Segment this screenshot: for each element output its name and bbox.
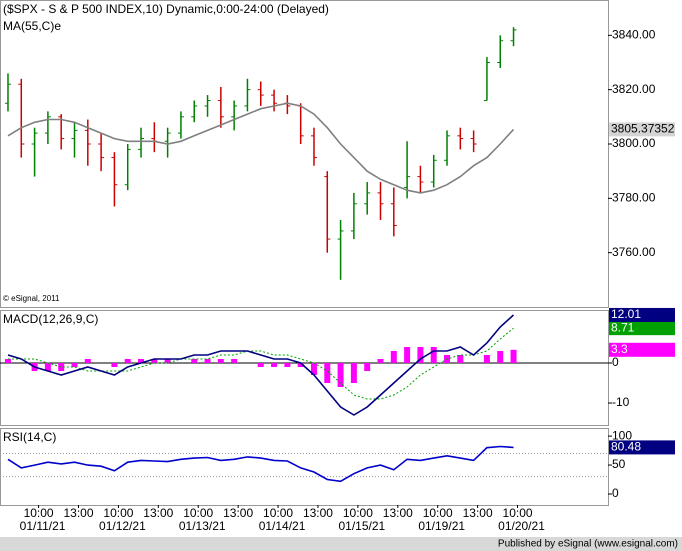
footer-bar <box>0 537 682 551</box>
histogram-bar <box>111 363 118 367</box>
date-label: 01/15/21 <box>339 519 386 533</box>
histogram-bar <box>271 363 278 367</box>
histogram-bar <box>457 355 464 363</box>
x-tick-label: 13:00 <box>463 506 493 520</box>
histogram-bar <box>390 351 397 363</box>
last-value-label: 12.01 <box>611 307 641 321</box>
histogram-bar <box>204 359 211 363</box>
histogram-bar <box>324 363 331 383</box>
histogram-bar <box>191 359 198 363</box>
panel-title: RSI(14,C) <box>3 430 56 444</box>
histogram-bar <box>497 351 504 363</box>
histogram-bar <box>151 359 158 363</box>
histogram-bar <box>124 359 131 363</box>
histogram-bar <box>350 363 357 383</box>
copyright: © eSignal, 2011 <box>3 294 60 303</box>
x-tick-label: 10:00 <box>343 506 373 520</box>
x-tick-label: 10:00 <box>423 506 453 520</box>
panel-title: ($SPX - S & P 500 INDEX,10) Dynamic,0:00… <box>3 2 329 16</box>
y-tick-label: 3800.00 <box>612 136 656 150</box>
panel-frame <box>0 428 609 506</box>
series-line <box>7 102 515 194</box>
histogram-bar <box>257 363 264 367</box>
x-tick-label: 10:00 <box>24 506 54 520</box>
histogram-bar <box>483 355 490 363</box>
last-value-label: 3.3 <box>611 342 628 356</box>
x-tick-label: 10:00 <box>103 506 133 520</box>
histogram-bar <box>297 363 304 367</box>
last-value-box <box>609 321 675 336</box>
date-label: 01/12/21 <box>99 519 146 533</box>
date-label: 01/11/21 <box>20 519 66 533</box>
histogram-bar <box>138 359 145 363</box>
histogram-bar <box>217 359 224 363</box>
panel-subtitle: MA(55,C)e <box>3 19 61 33</box>
y-tick-label: 0 <box>612 355 619 369</box>
date-label: 01/14/21 <box>259 519 306 533</box>
last-value-label: 8.71 <box>611 320 635 334</box>
x-tick-label: 13:00 <box>143 506 173 520</box>
date-label: 01/19/21 <box>418 519 465 533</box>
last-value-box <box>609 122 675 137</box>
y-tick-label: 3780.00 <box>612 190 656 204</box>
histogram-bar <box>44 363 51 371</box>
x-tick-label: 13:00 <box>223 506 253 520</box>
histogram-bar <box>71 363 78 367</box>
x-tick-label: 10:00 <box>183 506 213 520</box>
panel-frame <box>0 0 609 308</box>
histogram-bar <box>284 363 291 367</box>
y-tick-label: 0 <box>612 486 619 500</box>
histogram-bar <box>337 363 344 387</box>
y-tick-label: 50 <box>612 457 626 471</box>
histogram-bar <box>377 359 384 363</box>
series-line <box>7 445 514 483</box>
date-label: 01/20/21 <box>498 519 545 533</box>
histogram-bar <box>430 347 437 363</box>
histogram-bar <box>58 363 65 371</box>
histogram-bar <box>417 347 424 363</box>
x-tick-label: 10:00 <box>263 506 293 520</box>
histogram-bar <box>404 347 411 363</box>
date-label: 01/13/21 <box>179 519 226 533</box>
x-tick-label: 13:00 <box>303 506 333 520</box>
y-tick-label: 3760.00 <box>612 245 656 259</box>
histogram-bar <box>364 363 371 371</box>
footer: Published by eSignal (www.esignal.com) <box>498 539 678 550</box>
y-tick-label: -10 <box>612 395 630 409</box>
series-line <box>8 327 514 400</box>
last-value-label: 3805.37352 <box>611 122 675 136</box>
histogram-bar <box>4 359 11 363</box>
histogram-bar <box>310 363 317 375</box>
y-tick-label: 3820.00 <box>612 82 656 96</box>
panel-title: MACD(12,26,9,C) <box>3 312 98 326</box>
y-tick-label: 100 <box>612 428 632 442</box>
x-tick-label: 10:00 <box>503 506 533 520</box>
series-line <box>7 314 515 416</box>
histogram-bar <box>84 359 91 363</box>
histogram-bar <box>231 359 238 363</box>
x-tick-label: 13:00 <box>63 506 93 520</box>
last-value-box <box>609 440 675 455</box>
y-tick-label: 3840.00 <box>612 27 656 41</box>
x-tick-label: 13:00 <box>383 506 413 520</box>
histogram-bar <box>510 349 517 363</box>
last-value-label: 80.48 <box>611 440 641 454</box>
last-value-box <box>609 307 675 322</box>
histogram-bar <box>164 359 171 363</box>
panel-frame <box>0 310 609 426</box>
last-value-box <box>609 342 675 357</box>
